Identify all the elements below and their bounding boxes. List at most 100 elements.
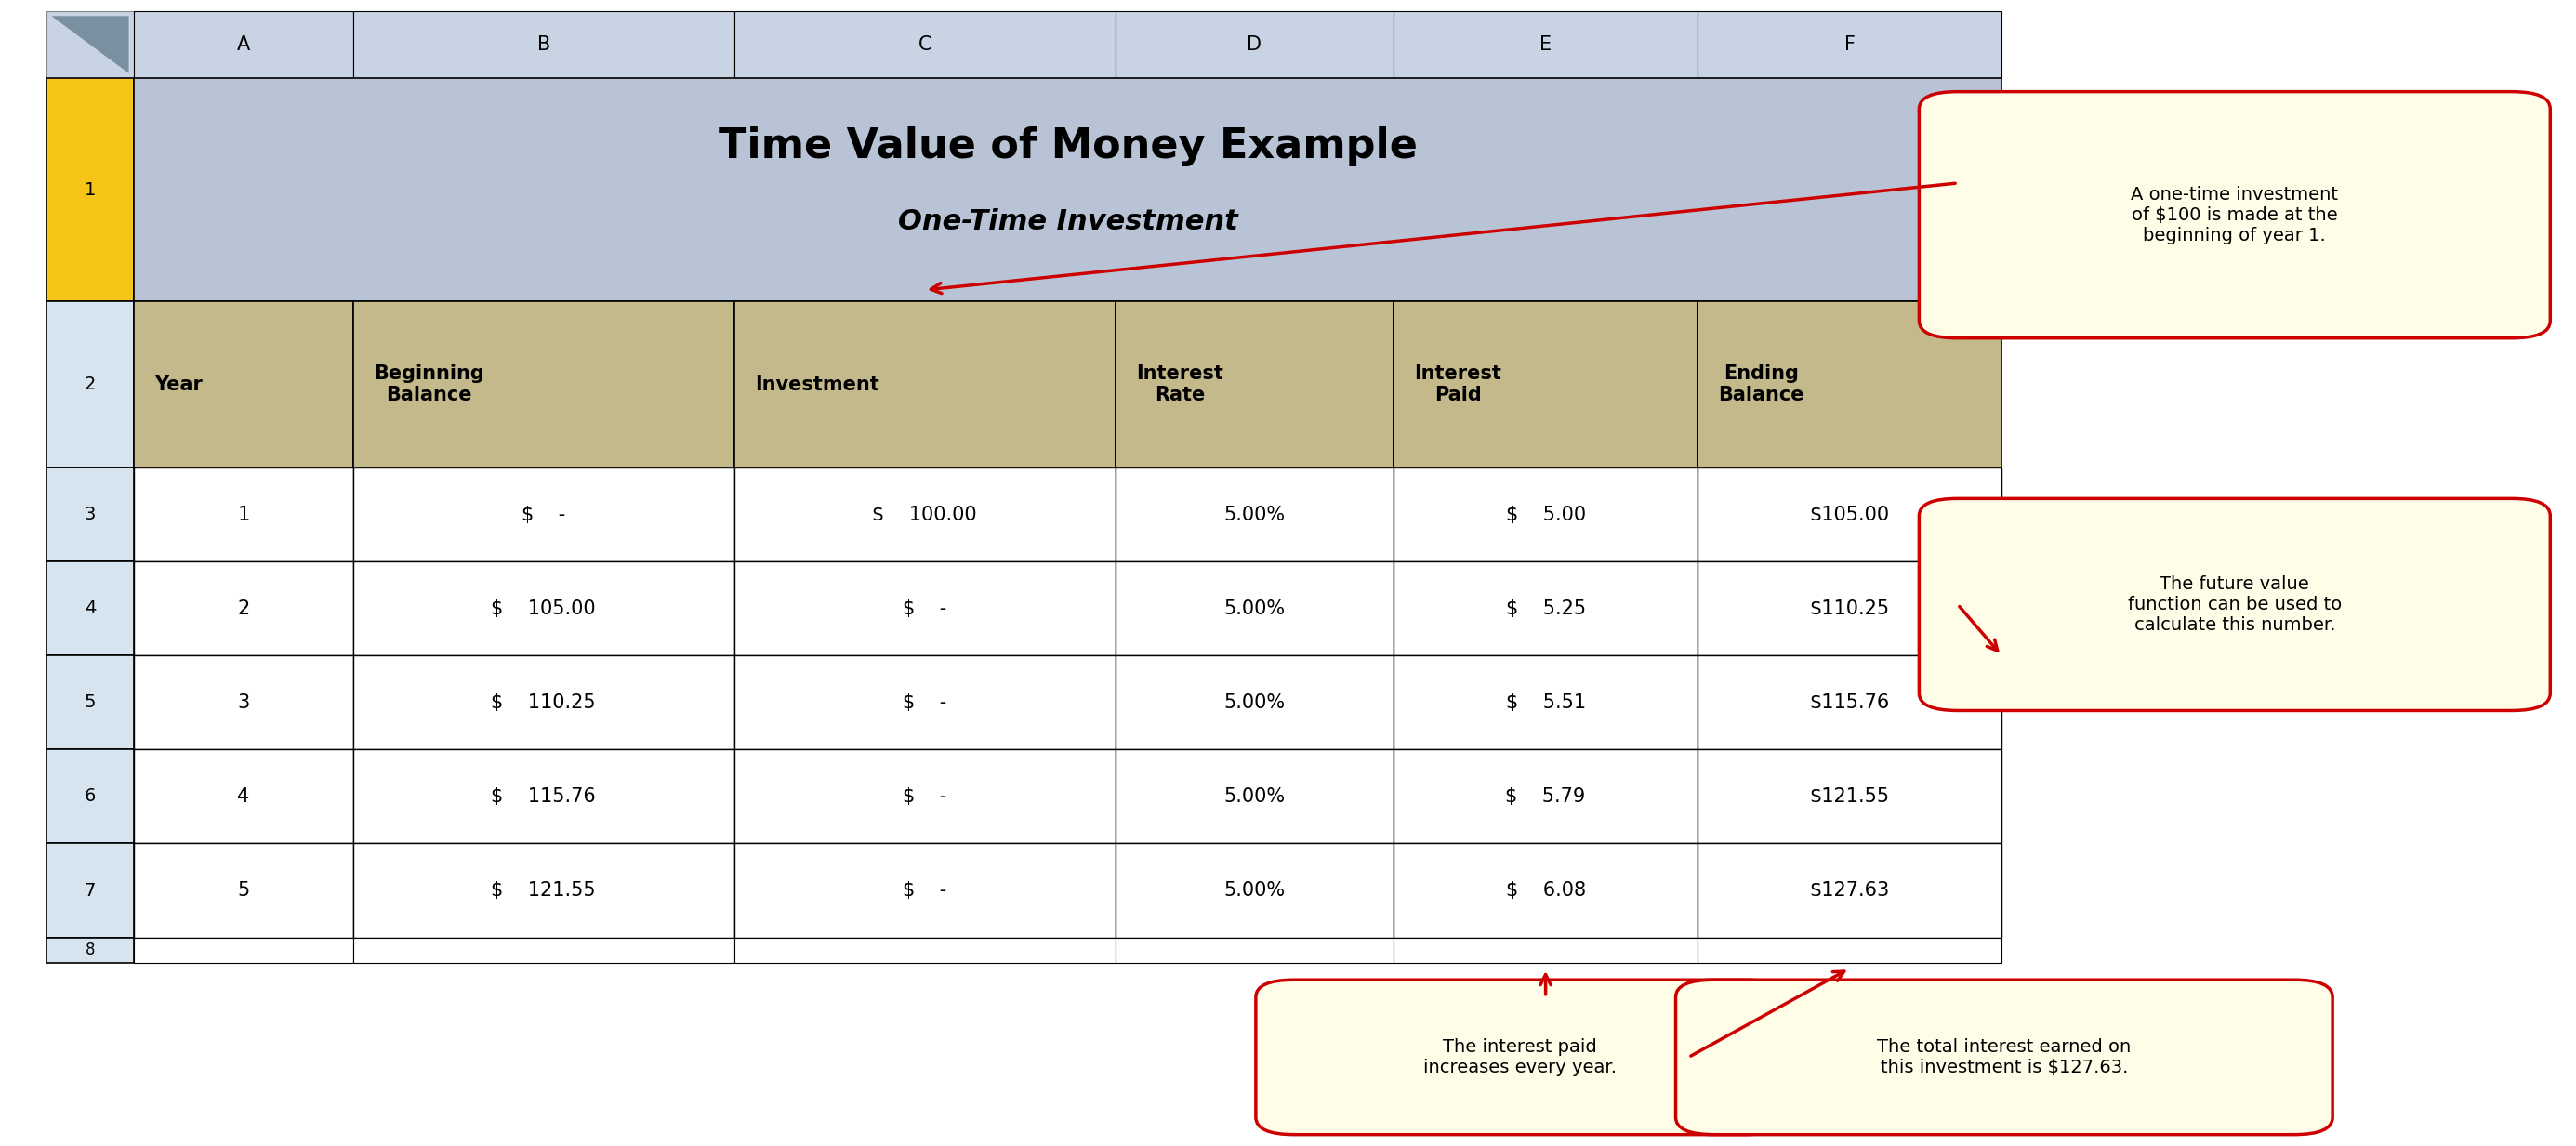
Bar: [1698, 11, 2002, 78]
Bar: [734, 656, 1115, 749]
Bar: [46, 468, 134, 562]
Text: 5.00%: 5.00%: [1224, 881, 1285, 900]
Bar: [1698, 937, 2002, 963]
Bar: [1394, 843, 1698, 937]
Bar: [134, 468, 353, 562]
Text: Investment: Investment: [755, 375, 878, 394]
Text: $    115.76: $ 115.76: [492, 787, 595, 806]
Bar: [1394, 468, 1698, 562]
Text: 2: 2: [237, 599, 250, 618]
Text: 4: 4: [85, 599, 95, 618]
Bar: [1115, 656, 1394, 749]
Bar: [734, 843, 1115, 937]
Bar: [134, 937, 353, 963]
Text: 5.00%: 5.00%: [1224, 505, 1285, 524]
Bar: [734, 301, 1115, 468]
Bar: [1394, 301, 1698, 468]
Text: $    5.51: $ 5.51: [1504, 693, 1587, 712]
Bar: [46, 78, 134, 301]
Polygon shape: [52, 16, 129, 73]
Text: 6: 6: [85, 787, 95, 806]
Bar: [46, 656, 134, 749]
Text: B: B: [536, 36, 551, 54]
Text: The total interest earned on
this investment is $127.63.: The total interest earned on this invest…: [1878, 1038, 2130, 1076]
Bar: [46, 301, 134, 468]
Bar: [1115, 11, 1394, 78]
Bar: [46, 749, 134, 843]
Text: 5: 5: [85, 693, 95, 712]
Text: 3: 3: [85, 505, 95, 524]
Text: The future value
function can be used to
calculate this number.: The future value function can be used to…: [2128, 575, 2342, 634]
Bar: [1115, 749, 1394, 843]
Text: $105.00: $105.00: [1808, 505, 1891, 524]
Text: C: C: [917, 36, 933, 54]
Text: $    121.55: $ 121.55: [492, 881, 595, 900]
Text: 5.00%: 5.00%: [1224, 693, 1285, 712]
Bar: [134, 843, 353, 937]
Text: Ending
Balance: Ending Balance: [1718, 364, 1803, 405]
Text: $    -: $ -: [520, 505, 567, 524]
Bar: [1115, 468, 1394, 562]
Bar: [1394, 11, 1698, 78]
Bar: [46, 11, 134, 78]
Text: $    -: $ -: [902, 787, 948, 806]
FancyBboxPatch shape: [1919, 92, 2550, 338]
Bar: [1115, 937, 1394, 963]
Bar: [353, 749, 734, 843]
Text: F: F: [1844, 36, 1855, 54]
Bar: [734, 937, 1115, 963]
Bar: [1698, 562, 2002, 656]
Text: $    -: $ -: [902, 693, 948, 712]
Text: $    -: $ -: [902, 599, 948, 618]
Text: $    5.25: $ 5.25: [1504, 599, 1587, 618]
Bar: [134, 562, 353, 656]
Text: A: A: [237, 36, 250, 54]
Bar: [134, 78, 2002, 301]
Text: 4: 4: [237, 787, 250, 806]
Text: The interest paid
increases every year.: The interest paid increases every year.: [1422, 1038, 1618, 1076]
Bar: [1698, 749, 2002, 843]
Text: Year: Year: [155, 375, 204, 394]
Text: 8: 8: [85, 942, 95, 958]
Bar: [353, 562, 734, 656]
Bar: [1394, 749, 1698, 843]
Text: $    100.00: $ 100.00: [873, 505, 976, 524]
Bar: [1698, 301, 2002, 468]
Bar: [353, 937, 734, 963]
Text: $127.63: $127.63: [1808, 881, 1891, 900]
Text: $    110.25: $ 110.25: [492, 693, 595, 712]
Text: Time Value of Money Example: Time Value of Money Example: [719, 126, 1417, 166]
Bar: [46, 937, 134, 963]
Text: 7: 7: [85, 881, 95, 900]
Text: 2: 2: [85, 376, 95, 393]
Text: $121.55: $121.55: [1808, 787, 1891, 806]
Bar: [46, 562, 134, 656]
Text: 1: 1: [85, 181, 95, 198]
Bar: [353, 656, 734, 749]
Text: $115.76: $115.76: [1808, 693, 1891, 712]
Bar: [734, 468, 1115, 562]
Bar: [1698, 656, 2002, 749]
Text: 5.00%: 5.00%: [1224, 787, 1285, 806]
Bar: [46, 843, 134, 937]
Text: E: E: [1540, 36, 1551, 54]
Bar: [734, 562, 1115, 656]
Text: 5.00%: 5.00%: [1224, 599, 1285, 618]
Bar: [1115, 301, 1394, 468]
Text: $    -: $ -: [902, 881, 948, 900]
Text: $    5.00: $ 5.00: [1504, 505, 1587, 524]
Text: $110.25: $110.25: [1808, 599, 1891, 618]
Bar: [1394, 656, 1698, 749]
Text: $    6.08: $ 6.08: [1504, 881, 1587, 900]
Bar: [1115, 562, 1394, 656]
Bar: [353, 468, 734, 562]
Bar: [353, 11, 734, 78]
Bar: [134, 11, 353, 78]
Bar: [1698, 843, 2002, 937]
Text: 1: 1: [237, 505, 250, 524]
Text: Interest
Paid: Interest Paid: [1414, 364, 1502, 405]
Bar: [1698, 468, 2002, 562]
Bar: [353, 843, 734, 937]
Text: $    5.79: $ 5.79: [1504, 787, 1587, 806]
Bar: [134, 656, 353, 749]
